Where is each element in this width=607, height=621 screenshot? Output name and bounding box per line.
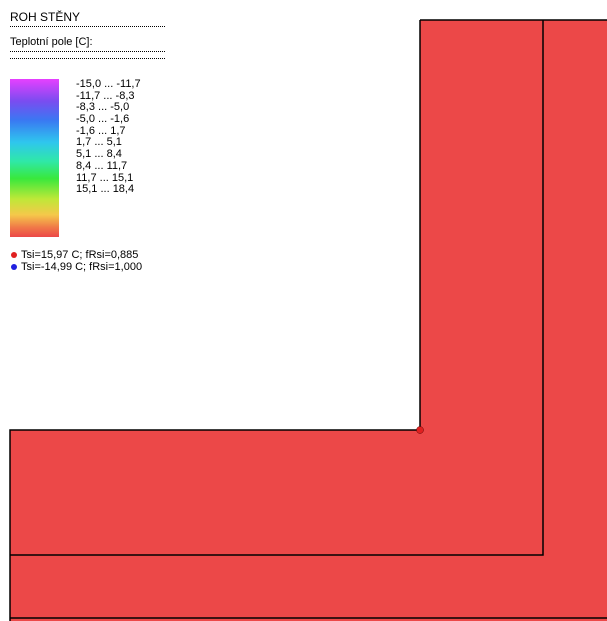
marker-text: Tsi=-14,99 C; fRsi=1,000 bbox=[21, 261, 143, 273]
legend-panel: ROH STĚNY Teplotní pole [C]: -15,0 ... -… bbox=[10, 10, 170, 273]
divider bbox=[10, 51, 165, 52]
scale-label: -1,6 ... 1,7 bbox=[76, 124, 126, 137]
scale-label: -5,0 ... -1,6 bbox=[76, 113, 130, 126]
scale-labels: -15,0 ... -11,7 -11,7 ... -8,3 -8,3 ... … bbox=[76, 78, 141, 196]
scale-label: 11,7 ... 15,1 bbox=[76, 171, 134, 184]
material-boundary bbox=[10, 20, 544, 556]
marker-entry-blue: Tsi=-14,99 C; fRsi=1,000 bbox=[10, 261, 170, 273]
scale-label: 15,1 ... 18,4 bbox=[76, 183, 135, 196]
marker-entry-red: Tsi=15,97 C; fRsi=0,885 bbox=[10, 249, 170, 261]
red-dot-icon bbox=[11, 252, 17, 258]
scale-label: 5,1 ... 8,4 bbox=[76, 148, 122, 161]
scale-label: -11,7 ... -8,3 bbox=[76, 89, 135, 102]
marker-text: Tsi=15,97 C; fRsi=0,885 bbox=[21, 249, 139, 261]
color-scale: -15,0 ... -11,7 -11,7 ... -8,3 -8,3 ... … bbox=[10, 78, 170, 237]
temperature-bands bbox=[10, 20, 607, 621]
scale-label: 8,4 ... 11,7 bbox=[76, 159, 128, 172]
interior-min-point bbox=[416, 426, 424, 434]
color-scale-bar bbox=[10, 79, 59, 237]
wall-outline bbox=[9, 19, 607, 621]
blue-dot-icon bbox=[11, 264, 17, 270]
scale-label: 1,7 ... 5,1 bbox=[76, 136, 122, 149]
divider bbox=[10, 58, 165, 59]
scale-label: -15,0 ... -11,7 bbox=[76, 78, 141, 90]
divider bbox=[10, 26, 165, 27]
marker-list: Tsi=15,97 C; fRsi=0,885 Tsi=-14,99 C; fR… bbox=[10, 249, 170, 273]
page-title: ROH STĚNY bbox=[10, 10, 81, 24]
wall-outlines bbox=[9, 19, 607, 621]
field-label: Teplotní pole [C]: bbox=[10, 36, 93, 48]
scale-label: -8,3 ... -5,0 bbox=[76, 101, 130, 114]
temperature-band bbox=[10, 20, 607, 621]
